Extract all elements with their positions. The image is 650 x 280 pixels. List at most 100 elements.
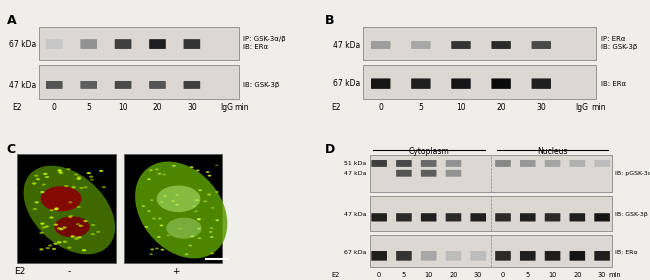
Circle shape <box>74 173 79 176</box>
Text: Nucleus: Nucleus <box>538 147 568 156</box>
Text: IgG: IgG <box>575 103 588 112</box>
Bar <box>363 27 595 60</box>
Bar <box>370 235 612 267</box>
Circle shape <box>90 179 94 181</box>
Circle shape <box>175 194 179 196</box>
Text: min: min <box>592 103 606 112</box>
Circle shape <box>62 227 67 229</box>
Circle shape <box>54 208 58 210</box>
FancyBboxPatch shape <box>495 213 511 221</box>
Circle shape <box>66 168 71 170</box>
Circle shape <box>157 173 161 175</box>
Text: 10: 10 <box>549 272 557 277</box>
Circle shape <box>68 201 73 203</box>
Circle shape <box>157 236 161 238</box>
Circle shape <box>40 191 44 193</box>
FancyBboxPatch shape <box>396 170 411 177</box>
FancyBboxPatch shape <box>396 251 411 261</box>
Text: 47 kDa: 47 kDa <box>344 171 367 176</box>
Circle shape <box>152 218 156 220</box>
FancyBboxPatch shape <box>594 251 610 261</box>
Text: IB: pGSK-3α/β: IB: pGSK-3α/β <box>615 171 650 176</box>
Ellipse shape <box>166 218 202 239</box>
Circle shape <box>77 176 81 179</box>
Text: IB: ERα: IB: ERα <box>615 249 638 255</box>
FancyBboxPatch shape <box>520 251 536 261</box>
Text: 67 kDa: 67 kDa <box>344 249 367 255</box>
Circle shape <box>70 235 75 238</box>
Circle shape <box>197 218 201 220</box>
FancyBboxPatch shape <box>545 160 560 167</box>
Circle shape <box>43 173 47 175</box>
FancyBboxPatch shape <box>532 78 551 89</box>
Circle shape <box>197 218 200 220</box>
Text: IB: GSK-3β: IB: GSK-3β <box>615 212 647 217</box>
Circle shape <box>86 172 91 174</box>
Text: 10: 10 <box>118 103 128 112</box>
Circle shape <box>149 253 153 255</box>
Circle shape <box>40 232 44 234</box>
Circle shape <box>52 248 56 250</box>
Text: 20: 20 <box>573 272 582 277</box>
Text: 67 kDa: 67 kDa <box>9 39 36 48</box>
Text: C: C <box>6 143 16 156</box>
FancyBboxPatch shape <box>520 160 536 167</box>
Text: min: min <box>608 272 621 277</box>
Circle shape <box>34 174 38 177</box>
Circle shape <box>59 172 64 174</box>
Circle shape <box>209 231 213 233</box>
Circle shape <box>211 252 214 254</box>
Circle shape <box>40 223 44 225</box>
Circle shape <box>91 233 95 235</box>
Circle shape <box>58 171 62 173</box>
Circle shape <box>142 205 146 207</box>
Bar <box>363 65 595 99</box>
Circle shape <box>203 200 207 202</box>
Text: 0: 0 <box>377 272 382 277</box>
Circle shape <box>45 225 49 228</box>
FancyBboxPatch shape <box>446 170 462 177</box>
FancyBboxPatch shape <box>532 41 551 49</box>
Circle shape <box>149 169 153 171</box>
Circle shape <box>161 249 164 251</box>
FancyBboxPatch shape <box>411 41 430 49</box>
Circle shape <box>215 164 218 166</box>
Circle shape <box>99 170 103 172</box>
Circle shape <box>210 227 213 229</box>
Circle shape <box>89 176 94 178</box>
Text: A: A <box>6 14 16 27</box>
Circle shape <box>198 189 202 191</box>
Circle shape <box>77 206 81 208</box>
Text: 5: 5 <box>419 103 423 112</box>
Circle shape <box>42 183 46 186</box>
Text: E2: E2 <box>332 272 340 277</box>
FancyBboxPatch shape <box>183 81 200 89</box>
Circle shape <box>48 244 52 247</box>
Circle shape <box>36 178 40 180</box>
Circle shape <box>83 220 88 222</box>
Circle shape <box>54 223 58 226</box>
FancyBboxPatch shape <box>115 81 131 89</box>
Circle shape <box>74 238 79 240</box>
FancyBboxPatch shape <box>569 213 585 221</box>
Text: 0: 0 <box>501 272 505 277</box>
FancyBboxPatch shape <box>421 170 437 177</box>
Circle shape <box>77 236 82 239</box>
Circle shape <box>178 228 182 230</box>
Circle shape <box>207 193 211 195</box>
FancyBboxPatch shape <box>421 251 437 261</box>
Text: 10: 10 <box>424 272 433 277</box>
Circle shape <box>205 171 209 173</box>
FancyBboxPatch shape <box>149 39 166 49</box>
Bar <box>124 154 222 263</box>
Circle shape <box>190 235 194 237</box>
Text: E2: E2 <box>14 267 26 276</box>
Circle shape <box>79 225 83 227</box>
Circle shape <box>32 208 37 210</box>
Circle shape <box>59 228 64 230</box>
FancyBboxPatch shape <box>411 78 430 89</box>
FancyBboxPatch shape <box>451 78 471 89</box>
Text: 5: 5 <box>86 103 91 112</box>
Circle shape <box>49 216 54 219</box>
Circle shape <box>185 253 188 255</box>
